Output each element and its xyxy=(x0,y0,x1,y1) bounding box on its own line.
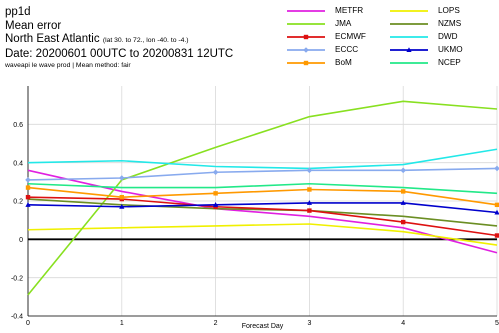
series-ncep xyxy=(27,182,498,195)
x-tick-labels: 0 1 2 3 4 5 xyxy=(26,320,499,327)
product-title: pp1d xyxy=(5,6,31,18)
y-tick-labels: -0.4 -0.2 0 0.2 0.4 0.6 xyxy=(11,122,23,321)
data-point-ukmo xyxy=(400,200,406,205)
series-line-ncep xyxy=(27,182,498,195)
series-line-ukmo xyxy=(27,202,498,214)
data-point-bom xyxy=(119,194,124,200)
data-point-eccc xyxy=(212,169,219,176)
x-tick-label: 4 xyxy=(401,320,405,327)
data-point-ecmwf xyxy=(401,219,406,225)
data-point-eccc xyxy=(400,167,406,174)
data-point-ukmo xyxy=(213,202,219,207)
date-title: Date: 20200601 00UTC to 20200831 12UTC xyxy=(5,47,234,60)
metric-title: Mean error xyxy=(5,19,62,32)
series-dwd xyxy=(27,148,498,170)
data-point-bom xyxy=(494,202,499,208)
series-line-dwd xyxy=(27,148,498,170)
x-axis-label: Forecast Day xyxy=(242,323,284,330)
data-point-eccc xyxy=(306,167,313,174)
footnote: waveapi le wave prod | Mean method: fair xyxy=(5,62,131,70)
data-point-ukmo xyxy=(119,203,125,209)
series-line-bom xyxy=(27,186,498,206)
series-line-lops xyxy=(27,223,498,246)
series-metfr xyxy=(27,169,498,254)
y-tick-label: -0.4 xyxy=(11,314,23,321)
chart-title-block: pp1d Mean error North East Atlantic (lat… xyxy=(5,6,233,70)
y-tick-label: -0.2 xyxy=(11,275,23,282)
data-point-bom xyxy=(25,185,31,190)
series-ukmo xyxy=(25,200,499,215)
data-point-eccc xyxy=(25,177,31,183)
series-line-ecmwf xyxy=(27,196,498,237)
data-point-ecmwf xyxy=(25,194,31,200)
x-tick-label: 2 xyxy=(214,320,218,327)
y-tick-label: 0.4 xyxy=(13,160,23,167)
data-point-bom xyxy=(401,189,406,194)
series-bom xyxy=(25,185,499,208)
data-point-eccc xyxy=(494,165,499,172)
series-line-nzms xyxy=(27,198,498,227)
data-point-eccc xyxy=(119,175,125,181)
x-tick-label: 1 xyxy=(120,320,124,327)
data-point-bom xyxy=(213,191,218,196)
x-tick-label: 0 xyxy=(26,320,30,327)
x-tick-label: 3 xyxy=(307,320,311,327)
data-point-ukmo xyxy=(494,209,499,215)
data-point-ecmwf xyxy=(307,208,312,213)
series-lops xyxy=(27,223,498,246)
series-lines xyxy=(25,100,499,296)
series-eccc xyxy=(25,165,499,183)
y-tick-label: 0 xyxy=(19,237,23,244)
y-tick-label: 0.2 xyxy=(13,199,23,206)
region-name: North East Atlantic xyxy=(5,33,100,46)
x-tick-label: 5 xyxy=(495,320,499,327)
series-line-eccc xyxy=(27,167,498,181)
series-line-metfr xyxy=(27,169,498,254)
region-title: North East Atlantic (lat 30. to 72., lon… xyxy=(5,33,233,48)
y-tick-label: 0.6 xyxy=(13,122,23,129)
series-nzms xyxy=(27,198,498,227)
data-point-ecmwf xyxy=(494,233,499,238)
region-extent: (lat 30. to 72., lon -40. to -4.) xyxy=(102,37,189,45)
data-point-bom xyxy=(307,187,312,192)
data-point-ukmo xyxy=(25,202,31,207)
grid xyxy=(27,86,498,317)
data-point-ukmo xyxy=(306,200,312,205)
